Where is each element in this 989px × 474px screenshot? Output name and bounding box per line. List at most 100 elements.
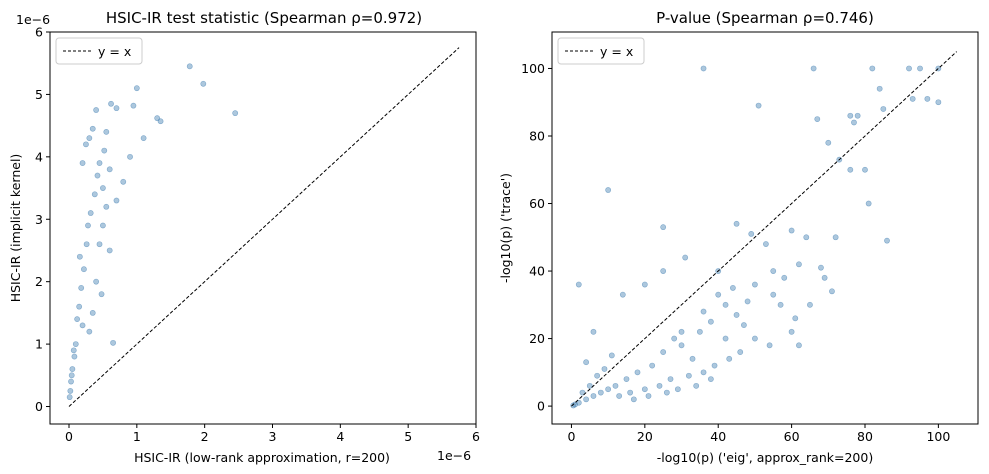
right-scatter-point [818, 264, 824, 271]
left-scatter-point [72, 341, 79, 348]
left-scatter-point [68, 372, 75, 379]
right-scatter-point [917, 65, 923, 72]
right-scatter-point [663, 389, 670, 396]
left-x-tick-label: 0 [65, 429, 73, 444]
right-x-tick-label: 80 [857, 429, 873, 444]
right-identity-line [571, 51, 958, 407]
right-scatter-point [821, 274, 828, 281]
left-x-offset-label: 1e−6 [437, 448, 471, 463]
right-x-tick-label: 60 [784, 429, 800, 444]
right-x-axis-label: -log10(p) ('eig', approx_rank=200) [657, 450, 873, 465]
left-y-tick-label: 4 [35, 149, 43, 164]
left-scatter-point [87, 210, 94, 216]
left-scatter-point [86, 135, 93, 142]
left-scatter-point [232, 110, 239, 117]
left-scatter-point [85, 222, 91, 229]
left-scatter-point [98, 291, 105, 298]
right-scatter-point [752, 281, 758, 288]
left-x-tick-label: 6 [472, 429, 480, 444]
right-x-tick-label: 40 [710, 429, 726, 444]
left-scatter-point [113, 105, 120, 112]
right-scatter-point [733, 312, 740, 318]
right-scatter-point [726, 355, 733, 362]
left-scatter-point [81, 266, 87, 273]
left-scatter-point [86, 328, 93, 335]
right-scatter-point [810, 65, 817, 72]
right-scatter-points [570, 65, 942, 409]
right-scatter-point [660, 349, 667, 355]
right-scatter-point [689, 355, 696, 362]
right-scatter-point [678, 328, 685, 335]
left-scatter-point [96, 241, 103, 248]
right-scatter-point [616, 393, 623, 399]
right-scatter-point [825, 139, 832, 146]
right-scatter-point [660, 268, 667, 274]
left-legend-box [55, 37, 143, 65]
right-scatter-point [803, 234, 810, 241]
right-x-tick-label: 0 [567, 429, 575, 444]
right-scatter-point [579, 389, 586, 396]
right-legend-label: y = x [600, 44, 633, 59]
right-scatter-point [575, 281, 582, 288]
left-scatter-point [133, 85, 140, 92]
right-ticks: 0 20 40 60 80 100 0 20 40 60 80 100 [521, 61, 950, 444]
right-scatter-point [755, 102, 762, 109]
left-scatter-point [120, 178, 127, 185]
left-scatter-point [89, 309, 96, 316]
right-scatter-point [671, 335, 678, 342]
right-scatter-point [696, 328, 703, 335]
left-scatter-point [91, 191, 98, 198]
left-scatter-point [68, 378, 74, 385]
right-scatter-point [619, 291, 626, 298]
left-scatter-point [103, 203, 110, 210]
left-scatter-point [110, 339, 116, 346]
left-reference-line [68, 47, 460, 407]
right-scatter-point [909, 95, 916, 102]
right-x-tick-label: 100 [926, 429, 950, 444]
right-scatter-point [594, 372, 601, 379]
left-scatter-point [157, 118, 164, 125]
left-scatter-point [93, 278, 100, 285]
right-plot-frame [551, 31, 979, 425]
left-x-tick-label: 1 [133, 429, 141, 444]
right-scatter-point [583, 396, 590, 403]
right-scatter-point [660, 224, 667, 231]
right-scatter-point [570, 402, 577, 409]
left-scatter-point [74, 316, 81, 323]
right-legend-box [557, 37, 645, 65]
left-scatter-point [94, 172, 101, 179]
right-scatter-point [744, 298, 751, 305]
left-scatter-point [96, 160, 103, 166]
left-scatter-point [106, 166, 113, 173]
left-x-tick-label: 5 [404, 429, 412, 444]
right-scatter-point [770, 291, 777, 298]
right-x-tick-label: 20 [637, 429, 653, 444]
right-scatter-point [829, 288, 835, 295]
right-scatter-point [766, 342, 773, 349]
right-y-tick-label: 20 [529, 331, 545, 346]
right-scatter-point [605, 386, 612, 393]
right-scatter-point [814, 116, 821, 123]
right-y-tick-label: 0 [537, 399, 545, 414]
left-legend: y = x [55, 37, 143, 65]
left-ticks: 0 1 2 3 4 5 6 0 1 2 3 4 5 6 [35, 25, 480, 445]
left-scatter-point [66, 394, 73, 401]
left-y-tick-label: 2 [35, 274, 43, 289]
right-scatter-point [627, 389, 634, 396]
left-scatter-point [76, 303, 83, 310]
left-scatter-point [89, 125, 96, 132]
left-scatter-points [66, 63, 239, 401]
left-scatter-point [78, 285, 85, 291]
left-chart-title: HSIC-IR test statistic (Spearman ρ=0.972… [106, 9, 422, 27]
left-identity-line [68, 47, 460, 407]
right-scatter-point [601, 366, 608, 372]
right-chart-panel: P-value (Spearman ρ=0.746) -log10(p) ('e… [498, 9, 979, 465]
left-scatter-point [186, 63, 193, 70]
right-reference-line [571, 51, 958, 407]
right-y-tick-label: 40 [529, 264, 545, 279]
right-scatter-point [641, 386, 648, 393]
left-scatter-point [200, 80, 207, 87]
right-scatter-point [796, 261, 802, 268]
right-scatter-point [649, 362, 656, 369]
right-scatter-point [586, 382, 593, 389]
